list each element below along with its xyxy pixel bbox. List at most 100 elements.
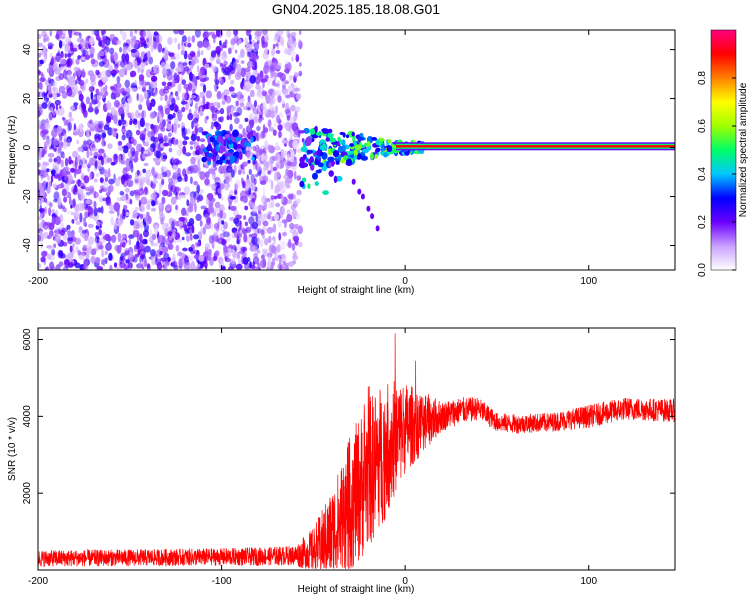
noise-blob [123,102,129,112]
noise-blob [242,106,249,110]
noise-blob [85,199,92,205]
y-tick-label: 6000 [22,328,33,351]
noise-blob [44,221,51,226]
noise-blob [136,222,140,229]
noise-blob [189,196,196,207]
signal-blob [321,143,327,149]
noise-blob [77,179,81,187]
colorbar: 0.0 0.2 0.4 0.6 0.8 Normalized spectral ampl… [697,29,749,277]
noise-blob [236,70,241,78]
noise-blob [187,82,193,92]
noise-blob [278,130,282,139]
y-tick-label: 4000 [22,405,33,428]
noise-blob [143,30,147,38]
noise-blob [134,150,138,157]
noise-blob [60,205,66,210]
noise-blob [97,100,101,108]
noise-blob [152,179,159,184]
noise-blob [156,261,163,270]
noise-blob [293,87,301,92]
noise-blob [267,170,272,175]
noise-blob [109,47,115,55]
noise-blob [101,129,106,140]
noise-blob [38,119,42,129]
x-tick-label: 0 [402,576,408,587]
noise-blob [271,257,276,267]
noise-blob [41,149,47,155]
noise-blob [139,260,142,269]
noise-blob [192,122,199,128]
noise-blob [77,250,82,256]
noise-blob [150,112,157,119]
noise-blob [79,182,86,187]
signal-blob [206,152,214,158]
noise-blob [123,91,131,99]
noise-blob [284,80,289,85]
noise-blob [63,83,67,91]
noise-blob [242,181,246,189]
signal-blob [370,152,374,160]
noise-blob [214,250,220,256]
noise-blob [246,125,250,131]
noise-blob [282,139,289,144]
noise-blob [208,235,214,244]
noise-blob [144,245,151,253]
noise-blob [185,87,189,94]
noise-blob [41,91,46,98]
noise-blob [150,79,158,89]
noise-blob [204,171,210,179]
noise-blob [40,85,43,91]
noise-blob [272,43,276,49]
x-tick-label: -100 [212,276,232,287]
signal-blob [354,144,362,151]
noise-blob [48,111,53,121]
noise-blob [205,197,209,205]
noise-blob [207,205,215,214]
noise-blob [195,213,202,221]
noise-blob [174,105,179,113]
noise-blob [74,262,81,269]
noise-blob [289,228,296,234]
noise-blob [223,89,230,96]
noise-blob [236,91,243,100]
noise-blob [177,43,181,51]
noise-blob [89,102,93,112]
noise-blob [66,87,73,97]
noise-blob [89,172,92,181]
noise-blob [222,44,228,49]
noise-blob [171,220,175,230]
noise-blob [47,152,55,158]
noise-blob [90,248,97,256]
noise-blob [62,154,65,159]
noise-blob [154,224,159,235]
noise-blob [150,98,156,108]
noise-blob [121,128,127,134]
noise-blob [274,152,281,162]
noise-blob [283,174,289,180]
signal-blob [229,155,235,164]
noise-blob [248,168,252,176]
noise-blob [199,189,205,194]
noise-blob [258,267,261,270]
noise-blob [183,186,191,196]
noise-blob [175,204,178,211]
signal-blob [316,155,321,160]
noise-blob [149,111,156,120]
signal-blob [328,162,332,168]
noise-blob [87,161,92,168]
noise-blob [189,234,193,241]
noise-blob [105,69,112,78]
signal-blob [346,158,352,165]
noise-blob [204,178,210,186]
noise-blob [235,63,242,72]
noise-blob [113,155,118,165]
noise-blob [157,133,163,139]
noise-blob [212,211,216,216]
noise-blob [223,244,228,253]
y-tick-label: 2000 [22,482,33,505]
noise-blob [47,77,52,83]
noise-blob [95,69,100,76]
noise-blob [205,90,213,99]
noise-blob [150,249,156,257]
noise-blob [284,108,291,114]
